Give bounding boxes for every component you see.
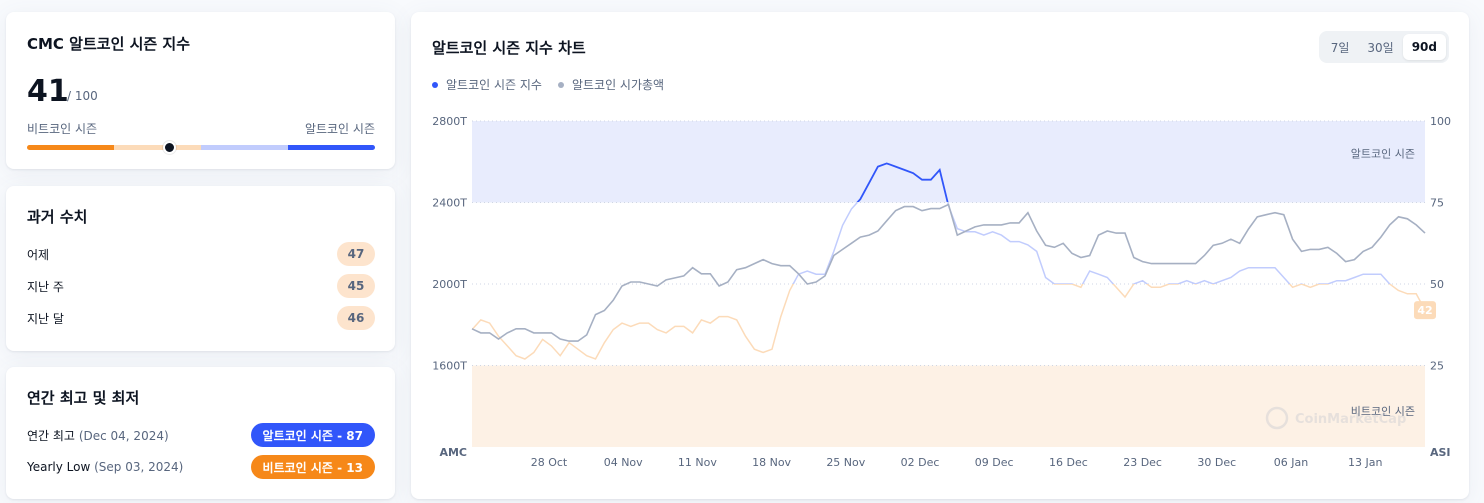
bitcoin-season-zone xyxy=(472,365,1425,447)
right-axis-tick-label: 50 xyxy=(1430,278,1444,291)
chart-title: 알트코인 시즌 지수 차트 xyxy=(432,39,586,57)
right-axis-ticks: 25 50 75 100 xyxy=(1430,115,1451,373)
yearly-high-label: 연간 최고 (Dec 04, 2024) xyxy=(27,427,169,444)
current-value-tag-bg xyxy=(1414,301,1436,320)
chart-gridlines xyxy=(472,120,1425,366)
x-axis-tick-label: 16 Dec xyxy=(1049,456,1088,469)
scale-segment-bitcoin xyxy=(27,145,114,150)
legend-label: 알트코인 시가총액 xyxy=(571,78,665,92)
x-axis-tick-label: 02 Dec xyxy=(901,456,940,469)
altcoin-season-badge: 알트코인 시즌 - 87 xyxy=(250,423,375,447)
historical-value-pill: 46 xyxy=(337,306,375,330)
right-axis-tick-label: 75 xyxy=(1430,197,1444,210)
bitcoin-season-badge: 비트코인 시즌 - 13 xyxy=(250,455,375,479)
index-value: 41 xyxy=(27,74,69,109)
right-axis-tick-label: 100 xyxy=(1430,115,1451,128)
range-toggle-group: 7일 30일 90d xyxy=(1318,31,1449,63)
yearly-low-date: (Sep 03, 2024) xyxy=(94,460,184,474)
bitcoin-season-zone-label: 비트코인 시즌 xyxy=(1351,405,1415,418)
altcoin-season-label: 알트코인 시즌 xyxy=(304,122,375,136)
index-out-of: / 100 xyxy=(67,89,98,103)
chart-legend: 알트코인 시즌 지수 알트코인 시가총액 xyxy=(432,76,664,93)
historical-value-pill: 45 xyxy=(337,274,375,298)
x-axis-tick-label: 28 Oct xyxy=(531,456,568,469)
x-axis-ticks: 28 Oct 04 Nov 11 Nov 18 Nov 25 Nov 02 Dec 09 D… xyxy=(531,456,1383,469)
historical-row-last-week: 지난 주 45 xyxy=(27,274,375,298)
left-axis-ticks: 1600T 2000T 2400T 2800T xyxy=(432,115,467,373)
legend-item-marketcap[interactable]: 알트코인 시가총액 xyxy=(557,76,665,93)
legend-item-index[interactable]: 알트코인 시즌 지수 xyxy=(432,76,542,93)
x-axis-tick-label: 30 Dec xyxy=(1197,456,1236,469)
altcoin-season-zone xyxy=(472,121,1425,203)
watermark-text: CoinMarketCap xyxy=(1295,412,1406,427)
range-30d-button[interactable]: 30일 xyxy=(1367,40,1394,55)
chart-series xyxy=(471,162,1426,360)
coinmarketcap-logo-icon xyxy=(1265,406,1289,430)
index-card-title: CMC 알트코인 시즌 지수 xyxy=(27,35,191,53)
current-value-tag: 42 xyxy=(1414,301,1436,320)
yearly-low-row: Yearly Low (Sep 03, 2024) 비트코인 시즌 - 13 xyxy=(27,455,375,479)
left-axis-tick-label: 2000T xyxy=(432,278,467,291)
index-scale-bar xyxy=(27,145,375,150)
left-axis-tick-label: 1600T xyxy=(432,360,467,373)
x-axis-tick-label: 11 Nov xyxy=(678,456,717,469)
x-axis-tick-label: 04 Nov xyxy=(604,456,643,469)
chart-card: 알트코인 시즌 지수 차트 7일 30일 90d 알트코인 시즌 지수 알트코인… xyxy=(411,12,1469,499)
x-axis-tick-label: 18 Nov xyxy=(752,456,791,469)
right-axis-label: ASI xyxy=(1430,446,1451,459)
index-line-lower xyxy=(472,284,1425,360)
market-cap-line xyxy=(471,203,1426,342)
historical-title: 과거 수치 xyxy=(27,208,88,226)
historical-row-label: 지난 달 xyxy=(27,311,64,326)
range-7d-button[interactable]: 7일 xyxy=(1330,40,1350,55)
scale-segment-altcoin-light xyxy=(201,145,288,150)
yearly-title: 연간 최고 및 최저 xyxy=(27,389,140,407)
left-axis-tick-label: 2800T xyxy=(432,115,467,128)
legend-label: 알트코인 시즌 지수 xyxy=(446,78,542,92)
index-line-altcoin-season xyxy=(856,162,949,202)
x-axis-tick-label: 06 Jan xyxy=(1274,456,1308,469)
index-line-neutral xyxy=(792,202,1391,284)
scale-segment-bitcoin-light xyxy=(114,145,201,150)
x-axis-tick-label: 13 Jan xyxy=(1348,456,1382,469)
historical-row-label: 지난 주 xyxy=(27,279,64,294)
altcoin-season-zone-label: 알트코인 시즌 xyxy=(1351,147,1415,161)
x-axis-tick-label: 09 Dec xyxy=(975,456,1014,469)
current-value-text: 42 xyxy=(1417,304,1432,317)
x-axis-tick-label: 23 Dec xyxy=(1123,456,1162,469)
historical-row-yesterday: 어제 47 xyxy=(27,242,375,266)
yearly-low-label: Yearly Low (Sep 03, 2024) xyxy=(27,460,183,474)
yearly-high-low-card: 연간 최고 및 최저 연간 최고 (Dec 04, 2024) 알트코인 시즌 … xyxy=(6,367,395,499)
coinmarketcap-watermark: CoinMarketCap xyxy=(1265,406,1406,430)
historical-row-last-month: 지난 달 46 xyxy=(27,306,375,330)
scale-segment-altcoin xyxy=(288,145,375,150)
right-axis-tick-label: 25 xyxy=(1430,360,1444,373)
historical-value-pill: 47 xyxy=(337,242,375,266)
bitcoin-season-label: 비트코인 시즌 xyxy=(27,122,98,136)
historical-row-label: 어제 xyxy=(27,247,50,262)
altcoin-season-index-card: CMC 알트코인 시즌 지수 41 / 100 비트코인 시즌 알트코인 시즌 xyxy=(6,12,395,169)
yearly-high-date: (Dec 04, 2024) xyxy=(78,428,169,443)
index-line-bitcoin-season xyxy=(472,163,1425,359)
legend-dot-icon xyxy=(557,81,564,88)
x-axis-tick-label: 25 Nov xyxy=(826,456,865,469)
legend-dot-icon xyxy=(432,81,438,88)
index-indicator-knob xyxy=(163,141,177,154)
left-axis-tick-label: 2400T xyxy=(432,197,467,210)
yearly-high-text: 연간 최고 xyxy=(27,428,75,443)
historical-values-card: 과거 수치 어제 47 지난 주 45 지난 달 46 xyxy=(6,186,395,351)
yearly-low-text: Yearly Low xyxy=(27,460,91,474)
left-axis-label: AMC xyxy=(439,446,467,459)
yearly-high-row: 연간 최고 (Dec 04, 2024) 알트코인 시즌 - 87 xyxy=(27,423,375,447)
range-90d-button[interactable]: 90d xyxy=(1402,34,1446,60)
